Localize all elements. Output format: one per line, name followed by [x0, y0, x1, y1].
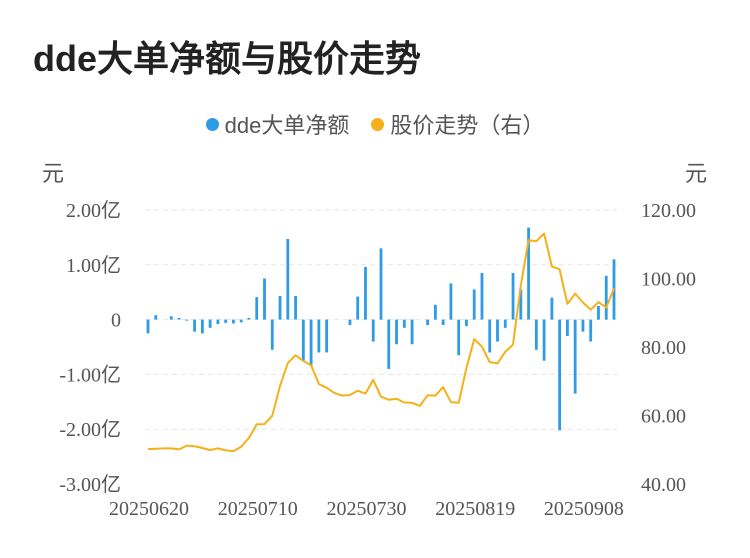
- dde-bar: [573, 319, 577, 394]
- chart-title: dde大单净额与股价走势: [33, 38, 422, 79]
- dde-bar: [286, 239, 290, 320]
- left-tick-label: -3.00亿: [59, 473, 121, 496]
- dde-bar: [270, 319, 274, 350]
- dde-bar: [480, 273, 484, 320]
- legend-dot-dde: [205, 117, 219, 131]
- dde-bar: [193, 319, 196, 332]
- dde-bar: [247, 317, 251, 320]
- dde-bar: [185, 319, 189, 321]
- dde-bar: [208, 319, 212, 328]
- left-tick-label: 2.00亿: [66, 199, 121, 222]
- dde-bar: [146, 319, 150, 334]
- left-tick-label: 0: [111, 310, 121, 332]
- dde-bar: [488, 319, 492, 353]
- dde-bar: [410, 319, 414, 345]
- dde-bar: [216, 319, 220, 324]
- dde-bar: [426, 319, 429, 326]
- dde-bar: [309, 319, 313, 367]
- right-tick-label: 120.00: [641, 200, 696, 222]
- right-axis-unit: 元: [685, 161, 708, 186]
- dde-bar: [255, 297, 259, 320]
- right-tick-label: 80.00: [641, 337, 686, 359]
- dde-bar: [154, 315, 158, 320]
- dde-bar: [371, 319, 375, 342]
- dde-bar: [301, 319, 305, 361]
- dde-bar: [177, 317, 181, 320]
- legend-item-price[interactable]: 股价走势（右）: [371, 108, 544, 140]
- x-tick-label: 20250908: [544, 498, 624, 520]
- right-tick-label: 100.00: [641, 269, 696, 291]
- right-tick-label: 60.00: [641, 406, 686, 428]
- dde-bar: [496, 319, 499, 342]
- dde-bar: [317, 319, 321, 353]
- dde-bar: [356, 296, 360, 320]
- left-axis-unit: 元: [42, 161, 65, 186]
- dde-bar: [387, 319, 391, 369]
- dde-bar: [200, 319, 204, 334]
- dde-bar: [278, 296, 282, 320]
- dde-bar: [169, 316, 173, 320]
- dde-bar: [589, 319, 593, 342]
- dde-bar: [294, 296, 297, 320]
- legend-dot-price: [371, 117, 385, 131]
- dde-bar: [465, 319, 468, 327]
- dde-bar: [232, 319, 235, 324]
- dde-bar: [511, 273, 515, 320]
- x-tick-label: 20250730: [326, 498, 406, 520]
- dde-bar: [449, 283, 453, 320]
- dde-bar: [224, 319, 228, 323]
- price-line: [147, 232, 615, 453]
- dde-bar: [441, 319, 445, 326]
- dde-bar: [527, 227, 530, 320]
- dde-bar: [550, 297, 554, 320]
- dde-bar: [348, 319, 352, 326]
- dde-bar: [402, 319, 406, 328]
- dde-bar: [503, 319, 507, 328]
- legend-item-dde[interactable]: dde大单净额: [205, 108, 350, 140]
- dde-bar: [566, 319, 569, 337]
- dde-bar: [457, 319, 461, 356]
- legend-label-dde: dde大单净额: [224, 113, 350, 138]
- x-tick-label: 20250710: [218, 498, 298, 520]
- dde-bar: [395, 319, 398, 345]
- dde-bar: [558, 319, 562, 431]
- dde-bar: [379, 248, 383, 320]
- left-tick-label: 1.00亿: [66, 254, 121, 277]
- dde-bar: [472, 289, 476, 320]
- dde-bar: [597, 305, 600, 320]
- dde-bar: [519, 289, 523, 320]
- dde-bar: [534, 319, 538, 350]
- dde-bar: [542, 319, 546, 361]
- right-tick-label: 40.00: [641, 474, 686, 496]
- dde-bar: [581, 319, 585, 332]
- legend-label-price: 股价走势（右）: [390, 113, 545, 138]
- x-tick-label: 20250819: [435, 498, 515, 520]
- dde-bar: [239, 319, 243, 323]
- left-tick-label: -2.00亿: [59, 418, 121, 441]
- dde-bar: [604, 275, 608, 320]
- dde-bar: [325, 319, 329, 353]
- chart-legend: dde大单净额 股价走势（右）: [0, 108, 750, 140]
- dde-bar: [433, 304, 437, 320]
- dde-bar: [263, 278, 266, 320]
- dde-bar: [364, 266, 367, 320]
- left-tick-label: -1.00亿: [59, 363, 121, 386]
- x-tick-label: 20250620: [109, 498, 189, 520]
